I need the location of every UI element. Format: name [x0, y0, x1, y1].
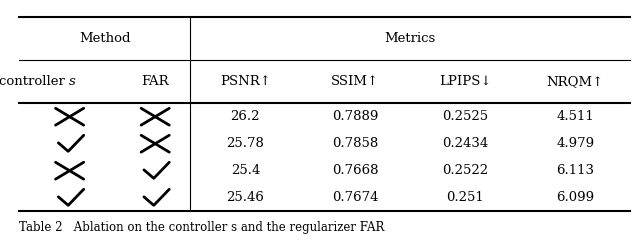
Text: 4.511: 4.511 [557, 110, 595, 123]
Text: s: s [69, 75, 76, 88]
Text: Table 2   Ablation on the controller s and the regularizer FAR: Table 2 Ablation on the controller s and… [19, 221, 385, 234]
Text: 0.7858: 0.7858 [332, 137, 378, 150]
Text: LPIPS↓: LPIPS↓ [439, 75, 492, 88]
Text: 6.113: 6.113 [556, 164, 595, 177]
Text: 26.2: 26.2 [230, 110, 260, 123]
Text: NRQM↑: NRQM↑ [547, 75, 604, 88]
Text: 6.099: 6.099 [556, 191, 595, 204]
Text: 25.46: 25.46 [227, 191, 264, 204]
Text: SSIM↑: SSIM↑ [332, 75, 380, 88]
Text: 0.7889: 0.7889 [332, 110, 378, 123]
Text: PSNR↑: PSNR↑ [220, 75, 271, 88]
Text: 25.4: 25.4 [230, 164, 260, 177]
Text: 25.78: 25.78 [227, 137, 264, 150]
Text: 0.251: 0.251 [447, 191, 484, 204]
Text: FAR: FAR [141, 75, 169, 88]
Text: 4.979: 4.979 [556, 137, 595, 150]
Text: Metrics: Metrics [385, 32, 436, 45]
Text: 0.2522: 0.2522 [442, 164, 488, 177]
Text: Method: Method [79, 32, 131, 45]
Text: controller: controller [0, 75, 69, 88]
Text: 0.7674: 0.7674 [332, 191, 379, 204]
Text: 0.2434: 0.2434 [442, 137, 488, 150]
Text: 0.7668: 0.7668 [332, 164, 379, 177]
Text: 0.2525: 0.2525 [442, 110, 488, 123]
